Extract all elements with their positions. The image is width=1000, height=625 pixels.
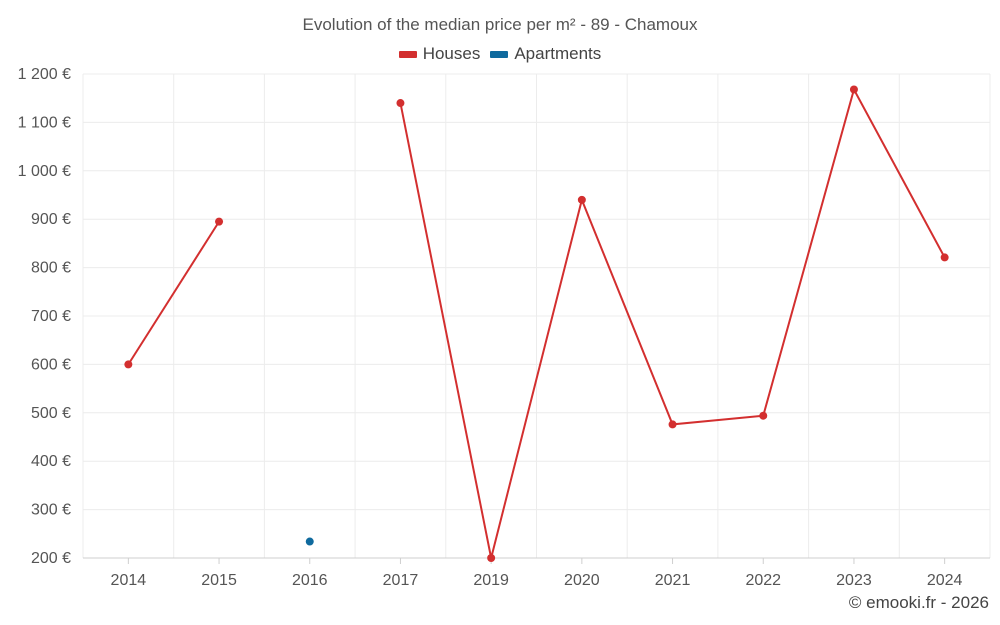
- x-tick-label: 2021: [655, 572, 691, 589]
- data-point-apartments: [305, 537, 314, 546]
- legend-item-houses[interactable]: Houses: [398, 44, 481, 64]
- legend-label-houses: Houses: [422, 44, 481, 63]
- x-tick-label: 2022: [745, 572, 781, 589]
- data-point-houses: [668, 420, 677, 429]
- data-point-houses: [577, 195, 586, 204]
- x-tick-label: 2019: [473, 572, 509, 589]
- x-tick-label: 2015: [201, 572, 237, 589]
- y-tick-label: 200 €: [31, 550, 71, 567]
- x-tick-label: 2024: [927, 572, 963, 589]
- y-tick-label: 1 200 €: [18, 66, 71, 83]
- data-point-houses: [759, 411, 768, 420]
- y-tick-label: 600 €: [31, 356, 71, 373]
- x-tick-label: 2016: [292, 572, 328, 589]
- legend-label-apartments: Apartments: [514, 44, 602, 63]
- legend-swatch-apartments: [490, 50, 509, 58]
- y-tick-label: 1 100 €: [18, 114, 71, 131]
- chart-title: Evolution of the median price per m² - 8…: [302, 15, 698, 34]
- y-tick-label: 700 €: [31, 308, 71, 325]
- x-tick-label: 2014: [111, 572, 147, 589]
- data-point-houses: [849, 85, 858, 94]
- x-tick-label: 2023: [836, 572, 872, 589]
- y-tick-label: 1 000 €: [18, 163, 71, 180]
- data-point-houses: [396, 99, 405, 108]
- legend-item-apartments[interactable]: Apartments: [490, 44, 601, 64]
- legend-swatch-houses: [398, 50, 417, 58]
- credit-text: © emooki.fr - 2026: [848, 593, 989, 612]
- series-line-houses: [399, 86, 946, 559]
- series-line-houses: [127, 221, 220, 365]
- legend: Houses Apartments: [0, 44, 1000, 64]
- y-tick-label: 900 €: [31, 211, 71, 228]
- y-tick-label: 300 €: [31, 502, 71, 519]
- x-tick-label: 2017: [383, 572, 419, 589]
- data-point-houses: [124, 360, 133, 369]
- data-point-houses: [940, 253, 949, 262]
- x-tick-label: 2020: [564, 572, 600, 589]
- y-tick-label: 400 €: [31, 453, 71, 470]
- data-point-houses: [215, 217, 224, 226]
- y-tick-label: 800 €: [31, 260, 71, 277]
- y-tick-label: 500 €: [31, 405, 71, 422]
- data-point-houses: [487, 554, 496, 562]
